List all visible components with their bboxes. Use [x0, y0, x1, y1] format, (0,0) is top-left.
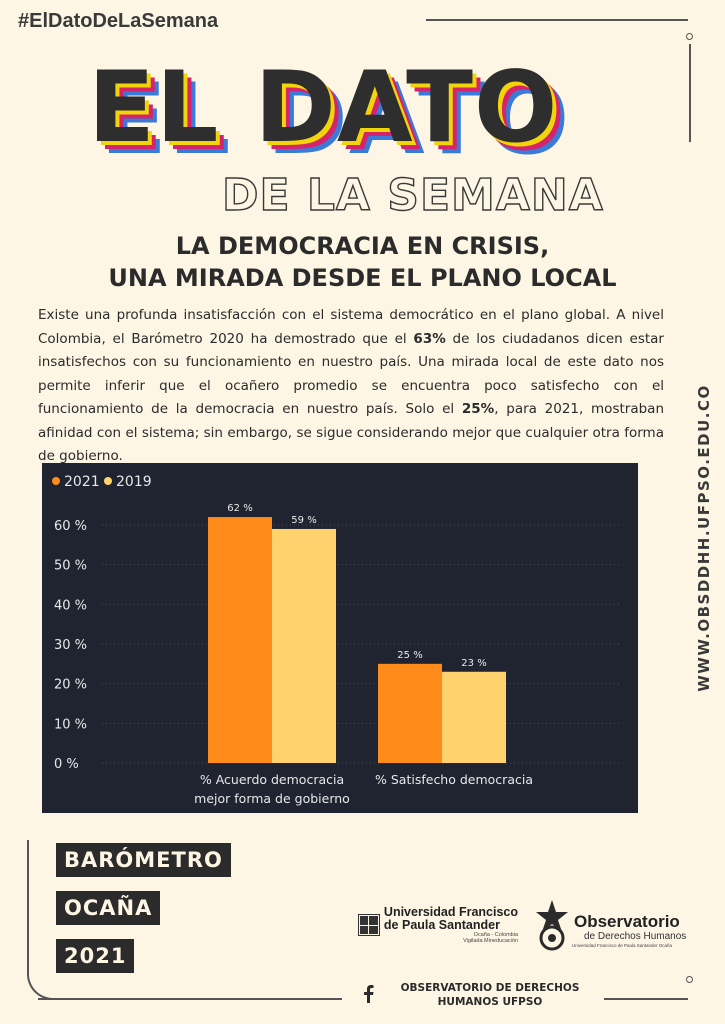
y-tick-label: 10 %: [54, 717, 87, 732]
footer-line2: HUMANOS UFPSO: [437, 996, 543, 1008]
corner-decoration: [27, 840, 55, 1000]
ufps-location: Ocaña - Colombia: [473, 932, 518, 938]
x-tick-label: % Satisfecho democracia: [375, 772, 533, 787]
legend-marker-2019: [104, 477, 112, 485]
right-divider: [689, 44, 691, 142]
title-main: EL DATO: [88, 51, 559, 165]
website-url-vertical: WWW.OBSDDHH.UFPSO.EDU.CO: [678, 384, 725, 692]
bar-2021-1: [378, 663, 442, 763]
observatorio-emblem-icon: [536, 900, 568, 951]
facebook-icon[interactable]: [360, 982, 378, 1004]
observatorio-title: Observatorio: [574, 912, 680, 931]
body-text-1: Existe una profunda insatisfacción con e…: [38, 307, 664, 347]
legend-label-2019: 2019: [116, 474, 152, 490]
observatorio-university: Universidad Francisco de Paula Santander…: [572, 943, 673, 948]
bar-2019-0: [272, 528, 336, 763]
data-label: 62 %: [227, 503, 252, 514]
body-highlight-63: 63%: [413, 330, 446, 347]
ufps-name-1: Universidad Francisco: [383, 905, 518, 919]
tag-year: 2021: [56, 939, 135, 973]
body-paragraph: Existe una profunda insatisfacción con e…: [38, 304, 664, 469]
bottom-right-divider: [604, 998, 688, 1000]
footer-line1: OBSERVATORIO DE DERECHOS: [400, 982, 580, 994]
bar-2021-0: [208, 517, 272, 763]
ufps-name-2: de Paula Santander: [383, 918, 500, 932]
bar-chart-svg: 2021 2019 0 % 10 % 20 % 30 % 40 % 50 % 60 % 62 % 5…: [52, 474, 622, 806]
ufps-seal-icon: [358, 914, 380, 936]
legend-marker-2021: [52, 477, 60, 485]
tag-ocana: OCAÑA: [56, 891, 161, 925]
bar-2019-1: [442, 671, 506, 763]
bar-chart: 2021 2019 0 % 10 % 20 % 30 % 40 % 50 % 60 % 62 % 5…: [42, 463, 638, 813]
decor-dot: [686, 976, 693, 983]
body-text-2: de los ciudadanos dicen estar insatisfec…: [38, 330, 664, 418]
headline-line1: LA DEMOCRACIA EN CRISIS,: [175, 232, 550, 260]
y-tick-label: 40 %: [54, 598, 87, 613]
y-tick-label: 0 %: [54, 757, 79, 772]
y-tick-label: 20 %: [54, 678, 87, 693]
data-label: 59 %: [291, 515, 316, 526]
top-divider: [426, 19, 688, 21]
observatorio-subtitle: de Derechos Humanos: [584, 931, 687, 942]
decor-dot: [686, 33, 693, 40]
hashtag: #ElDatoDeLaSemana: [18, 10, 219, 32]
tag-barometro: BARÓMETRO: [56, 843, 231, 877]
body-highlight-25: 25%: [461, 401, 495, 417]
observatorio-logo: Observatorio de Derechos Humanos Univers…: [532, 898, 692, 956]
website-url: WWW.OBSDDHH.UFPSO.EDU.CO: [695, 384, 713, 692]
data-label: 25 %: [397, 650, 422, 661]
body-text-3: , para 2021, mostraban afinidad con el s…: [38, 401, 664, 464]
y-tick-label: 30 %: [54, 638, 87, 653]
bottom-divider: [38, 998, 342, 1000]
footer-label: OBSERVATORIO DE DERECHOS HUMANOS UFPSO: [390, 981, 590, 1009]
headline: LA DEMOCRACIA EN CRISIS, UNA MIRADA DESD…: [0, 230, 725, 294]
y-tick-label: 50 %: [54, 559, 87, 574]
x-tick-label: % Acuerdo democracia: [200, 772, 344, 787]
y-tick-label: 60 %: [54, 519, 87, 534]
ufps-logo: Universidad Francisco de Paula Santander…: [358, 905, 518, 944]
x-tick-label: mejor forma de gobierno: [194, 791, 350, 806]
data-label: 23 %: [461, 658, 486, 669]
legend-label-2021: 2021: [64, 474, 100, 490]
title-sub: DE LA SEMANA: [221, 169, 604, 221]
ufps-vigilada: Vigilada Mineducación: [463, 938, 518, 944]
headline-line2: UNA MIRADA DESDE EL PLANO LOCAL: [108, 264, 617, 292]
